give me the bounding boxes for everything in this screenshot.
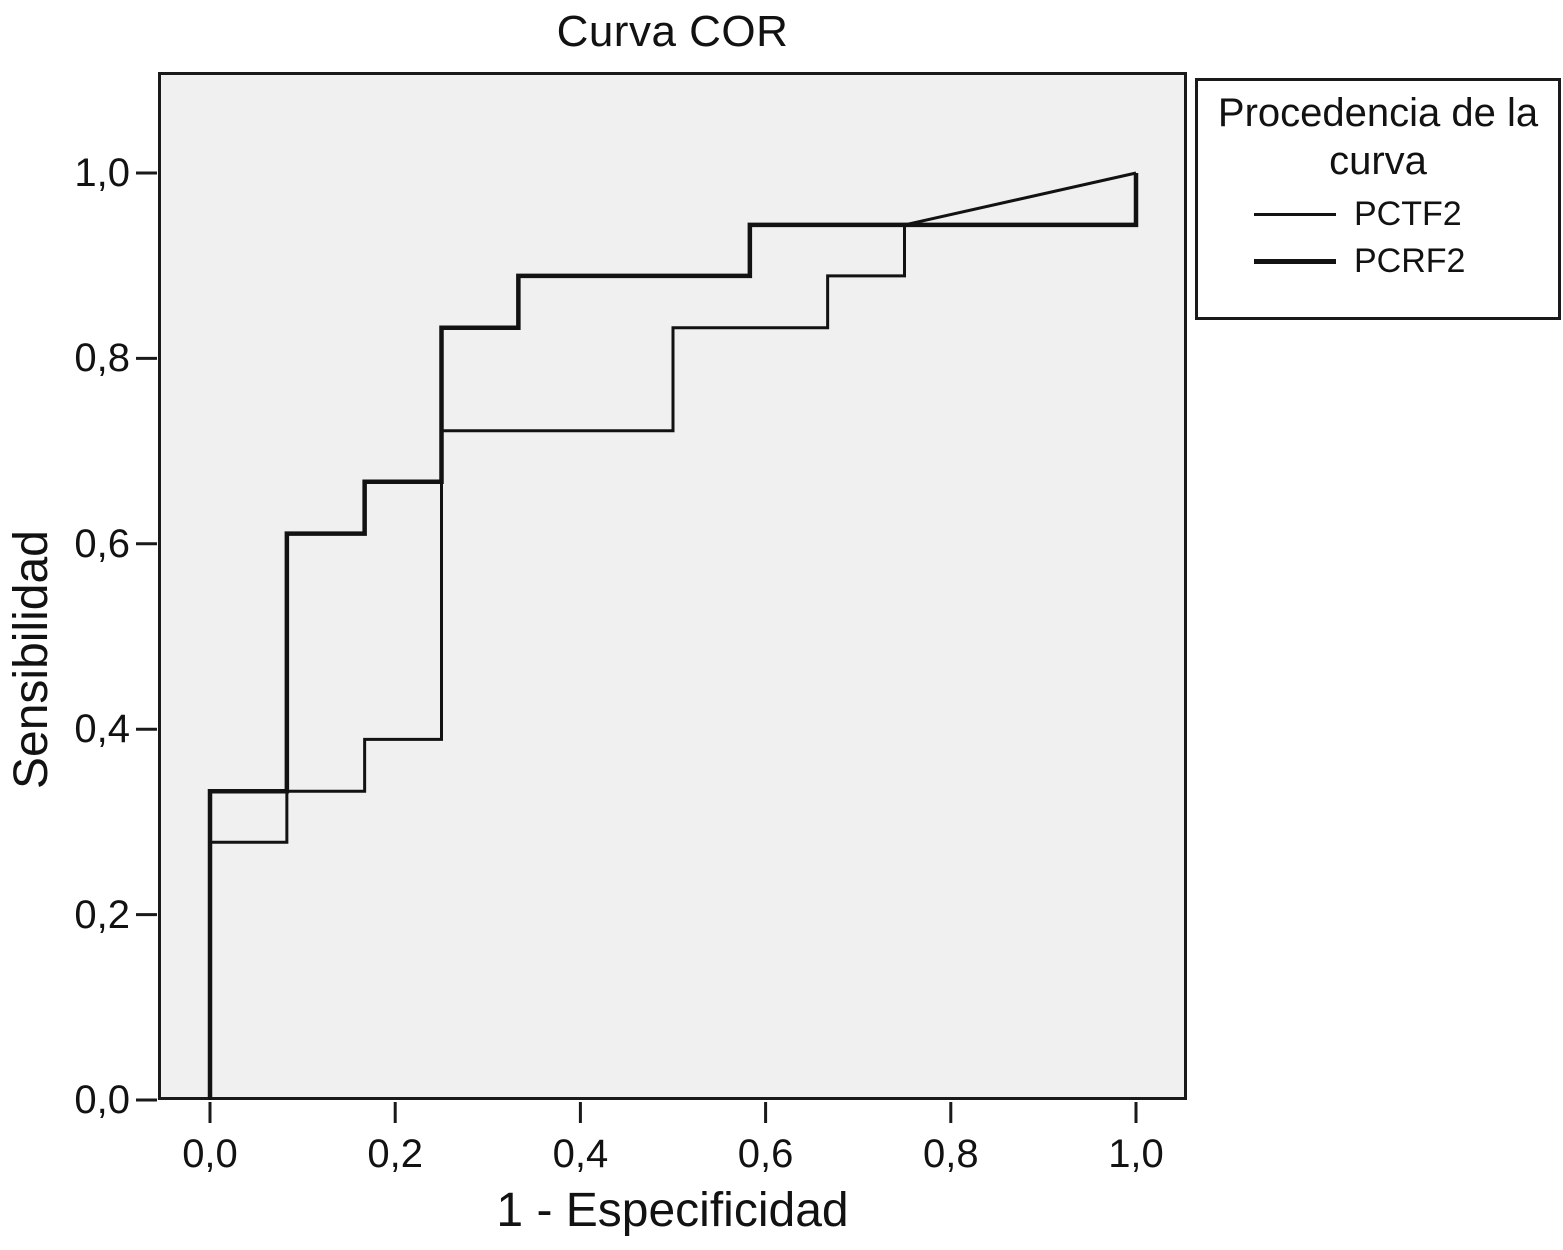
x-tick-label: 1,0: [1108, 1132, 1164, 1176]
x-tick-label: 0,2: [367, 1132, 423, 1176]
legend-title-line-1: Procedencia de la: [1217, 91, 1539, 135]
chart-title: Curva COR: [556, 7, 789, 56]
x-tick-label: 0,0: [182, 1132, 238, 1176]
legend-entry-pcrf2: PCRF2: [1198, 238, 1558, 285]
legend-title: Procedencia de la curva: [1198, 89, 1558, 185]
legend-title-line-2: curva: [1329, 139, 1427, 183]
y-tick-label: 0,2: [74, 892, 130, 937]
legend-box: Procedencia de la curva PCTF2 PCRF2: [1195, 78, 1561, 320]
y-tick-label: 0,8: [74, 336, 130, 381]
legend-entries: PCTF2 PCRF2: [1198, 191, 1558, 285]
x-axis-title: 1 - Especificidad: [496, 1184, 849, 1237]
x-tick-label: 0,6: [737, 1132, 794, 1176]
legend-entry-label: PCTF2: [1354, 195, 1462, 233]
legend-entry-label: PCRF2: [1354, 242, 1466, 280]
thick-line-swatch-icon: [1254, 259, 1336, 264]
x-tick-label: 0,8: [922, 1132, 979, 1176]
y-axis-title: Sensibilidad: [5, 530, 58, 790]
y-tick-label: 1,0: [74, 151, 130, 195]
thin-line-swatch-icon: [1254, 213, 1336, 216]
y-tick-label: 0,0: [74, 1078, 130, 1122]
legend-entry-pctf2: PCTF2: [1198, 191, 1558, 238]
plot-area: [158, 72, 1187, 1100]
y-tick-label: 0,4: [74, 707, 130, 752]
x-tick-label: 0,4: [552, 1132, 609, 1176]
y-tick-label: 0,6: [74, 521, 130, 566]
